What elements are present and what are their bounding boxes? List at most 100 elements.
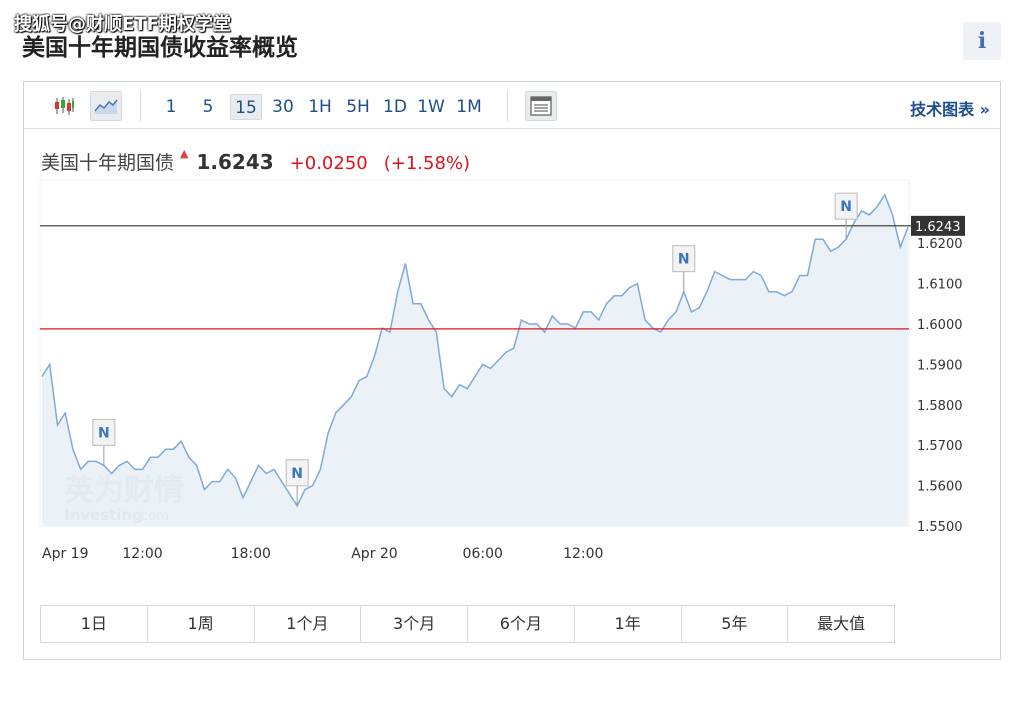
- data-point: [891, 214, 893, 216]
- data-point: [799, 274, 801, 276]
- range-tab-1[interactable]: 1周: [148, 606, 255, 642]
- toolbar-divider: [507, 90, 508, 122]
- interval-5[interactable]: 5: [202, 97, 214, 117]
- interval-5h[interactable]: 5H: [346, 97, 370, 117]
- data-point: [899, 246, 901, 248]
- range-tab-0[interactable]: 1日: [41, 606, 148, 642]
- y-tick-label: 1.5500: [917, 520, 963, 535]
- y-tick-label: 1.5900: [917, 358, 963, 373]
- toolbar-divider: [140, 90, 141, 122]
- data-point: [49, 363, 51, 365]
- news-marker-label: N: [678, 252, 690, 268]
- news-marker-label: N: [291, 466, 303, 482]
- data-point: [497, 359, 499, 361]
- data-point: [265, 472, 267, 474]
- range-tab-4[interactable]: 6个月: [468, 606, 575, 642]
- area-chart-icon[interactable]: [90, 91, 122, 121]
- data-point: [342, 404, 344, 406]
- page-title: 美国十年期国债收益率概览: [22, 35, 298, 61]
- data-point: [389, 331, 391, 333]
- data-point: [451, 396, 453, 398]
- data-point: [706, 291, 708, 293]
- data-point: [219, 480, 221, 482]
- data-point: [744, 278, 746, 280]
- news-marker-box: [285, 459, 309, 487]
- range-tab-6[interactable]: 5年: [682, 606, 789, 642]
- data-point: [110, 472, 112, 474]
- interval-30[interactable]: 30: [272, 97, 294, 117]
- data-point: [87, 460, 89, 462]
- data-point: [358, 379, 360, 381]
- data-point: [180, 440, 182, 442]
- data-point: [806, 274, 808, 276]
- data-point: [319, 468, 321, 470]
- range-tab-7[interactable]: 最大值: [817, 614, 866, 633]
- last-price: 1.6243: [196, 150, 274, 174]
- y-tick-label: 1.6200: [917, 237, 963, 252]
- interval-15[interactable]: 15: [230, 94, 262, 120]
- data-point: [327, 432, 329, 434]
- chart-widget: 1 5 15 30 1H 5H 1D 1W 1M 技术图表 » 美国十年期国债 ▲ 1.6243…: [23, 81, 1001, 660]
- instrument-name: 美国十年期国债: [41, 152, 175, 174]
- data-point: [528, 323, 530, 325]
- data-point: [590, 311, 592, 313]
- y-tick-label: 1.5700: [917, 439, 963, 454]
- news-marker[interactable]: N: [672, 245, 696, 292]
- news-marker[interactable]: N: [285, 459, 309, 506]
- up-arrow-icon: ▲: [180, 147, 189, 160]
- data-point: [737, 278, 739, 280]
- range-tab-5[interactable]: 1年: [575, 606, 682, 642]
- data-point: [195, 464, 197, 466]
- data-point: [64, 412, 66, 414]
- data-point: [211, 480, 213, 482]
- info-icon[interactable]: i: [963, 22, 1001, 60]
- data-point: [149, 456, 151, 458]
- interval-1w[interactable]: 1W: [417, 97, 445, 117]
- technical-chart-link[interactable]: 技术图表 »: [910, 100, 990, 119]
- news-marker-box: [92, 418, 116, 446]
- data-point: [621, 295, 623, 297]
- price-chart[interactable]: 英为财情Investing.com1.62431.62001.61001.600…: [24, 82, 1000, 582]
- data-point: [520, 319, 522, 321]
- data-point: [311, 484, 313, 486]
- data-point: [56, 424, 58, 426]
- data-point: [868, 214, 870, 216]
- data-point: [814, 238, 816, 240]
- data-point: [404, 262, 406, 264]
- data-point: [536, 323, 538, 325]
- candlestick-icon[interactable]: [48, 91, 80, 121]
- data-point: [281, 480, 283, 482]
- range-tab-2[interactable]: 1个月: [255, 606, 362, 642]
- data-point: [489, 367, 491, 369]
- price-change-percent: (+1.58%): [383, 153, 471, 174]
- data-point: [714, 270, 716, 272]
- data-point: [188, 456, 190, 458]
- chart-toolbar: 1 5 15 30 1H 5H 1D 1W 1M 技术图表 »: [24, 82, 1000, 129]
- news-panel-icon[interactable]: [525, 91, 557, 121]
- data-point: [373, 355, 375, 357]
- data-point: [783, 295, 785, 297]
- interval-1[interactable]: 1: [165, 97, 177, 117]
- news-marker-box: [834, 192, 858, 220]
- y-tick-label: 1.6000: [917, 318, 963, 333]
- interval-1h[interactable]: 1H: [308, 97, 332, 117]
- data-point: [559, 323, 561, 325]
- data-point: [172, 448, 174, 450]
- data-point: [350, 396, 352, 398]
- data-point: [605, 303, 607, 305]
- data-point: [157, 456, 159, 458]
- interval-1d[interactable]: 1D: [383, 97, 407, 117]
- news-marker[interactable]: N: [92, 418, 116, 466]
- interval-1m[interactable]: 1M: [456, 97, 482, 117]
- data-point: [752, 270, 754, 272]
- price-change: +0.0250: [289, 153, 368, 174]
- data-point: [257, 464, 259, 466]
- range-tab-3[interactable]: 3个月: [361, 606, 468, 642]
- news-marker[interactable]: N: [834, 192, 858, 240]
- data-point: [543, 331, 545, 333]
- data-point: [884, 194, 886, 196]
- data-point: [435, 331, 437, 333]
- data-point: [366, 375, 368, 377]
- data-point: [551, 315, 553, 317]
- news-marker-label: N: [98, 425, 110, 441]
